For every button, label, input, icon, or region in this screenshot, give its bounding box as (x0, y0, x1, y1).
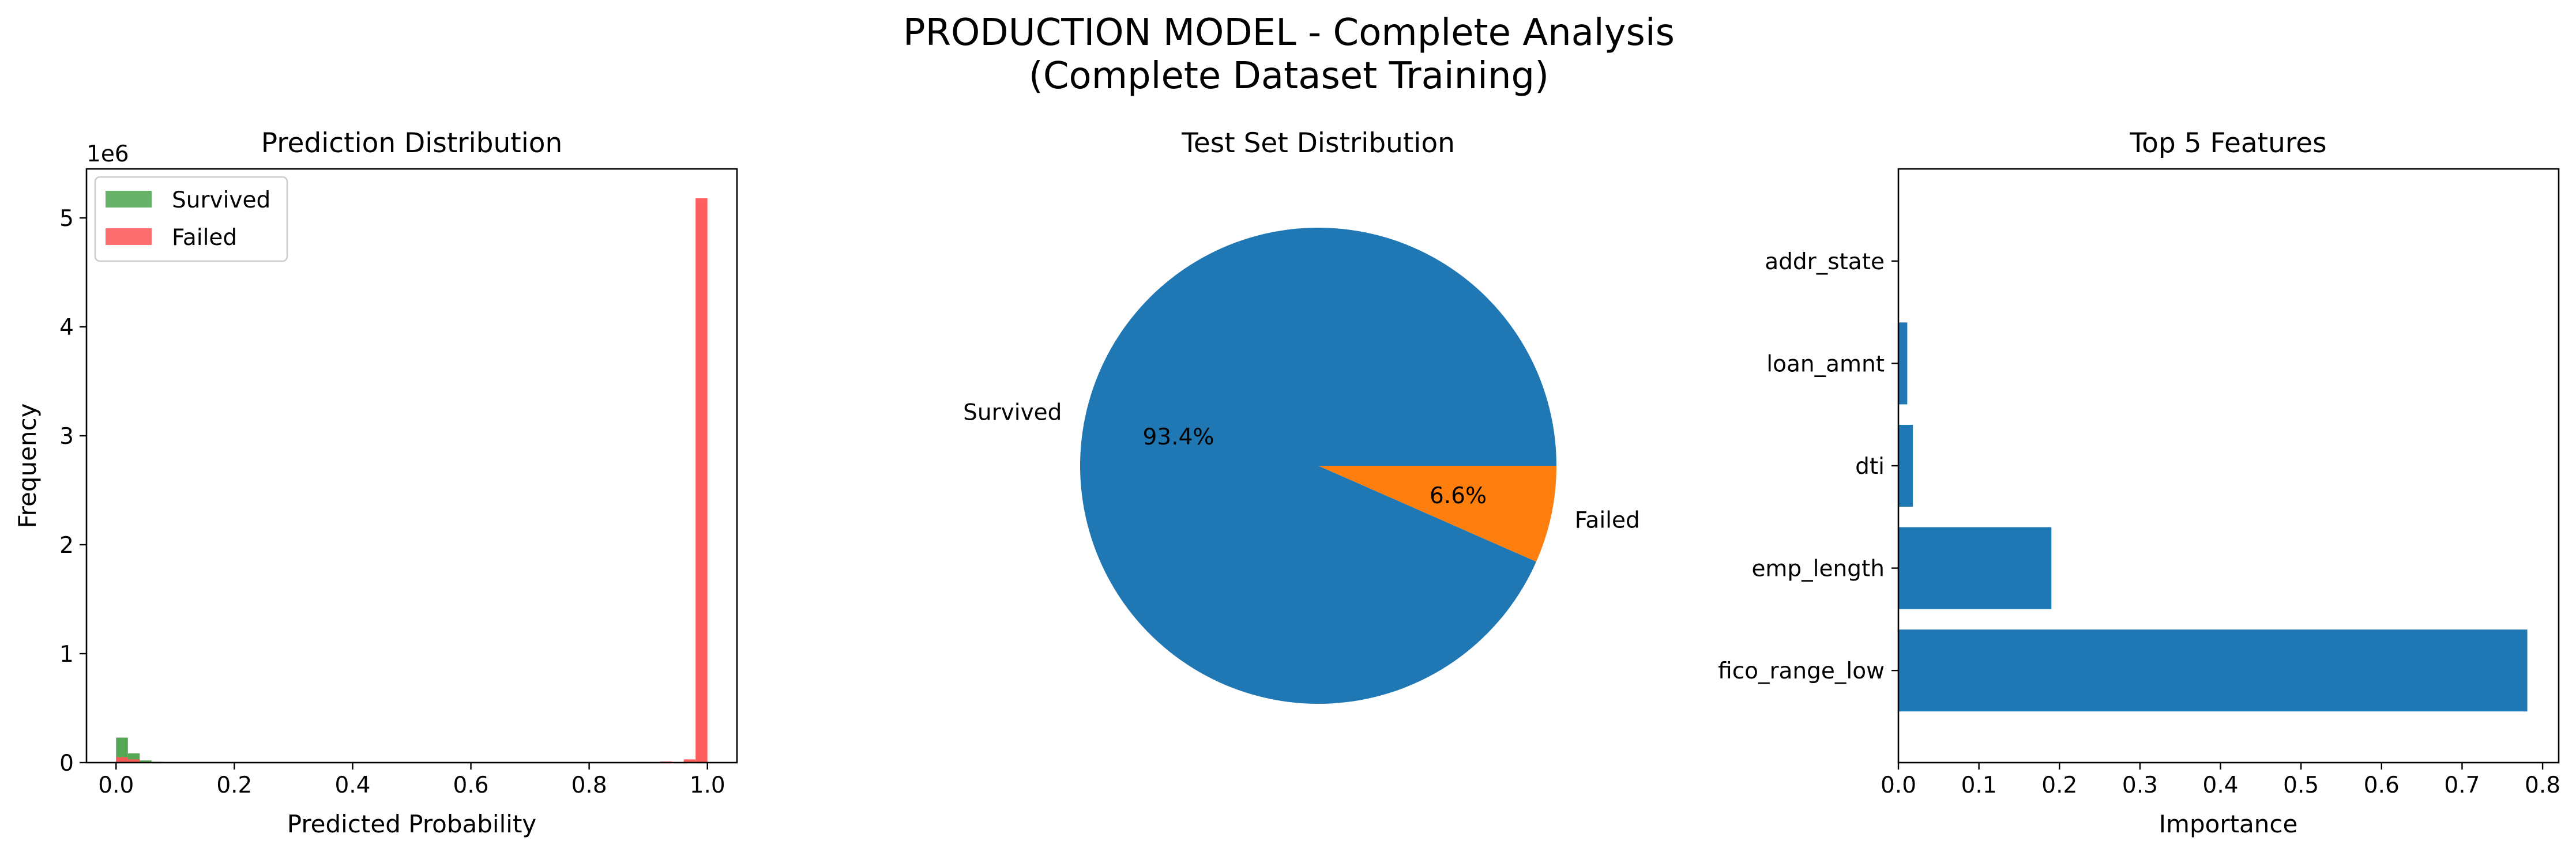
feature-bar-loan-amnt (1898, 322, 1908, 405)
pie-labels: Survived 93.4% Failed 6.6% (963, 399, 1640, 533)
feature-y-ticks: fico_range_low emp_length dti loan_amnt addr… (1718, 249, 1898, 684)
feature-bar-dti (1898, 424, 1913, 507)
histogram-bar-survived-2 (140, 760, 152, 763)
legend-label-failed: Failed (172, 225, 237, 251)
feature-x-tick-label: 0.8 (2525, 772, 2560, 798)
histogram-bar-failed-6 (683, 759, 696, 763)
histogram-y-tick-label: 1 (59, 642, 74, 668)
feature-chart-title: Top 5 Features (2129, 127, 2326, 159)
histogram-y-label: Frequency (13, 404, 42, 529)
feature-y-tick-label: loan_amnt (1766, 351, 1885, 377)
feature-x-tick-label: 0.4 (2203, 772, 2239, 798)
histogram-x-tick-label: 0.4 (334, 772, 370, 798)
histogram-y-tick-label: 3 (59, 424, 74, 450)
feature-y-tick-label: dti (1855, 454, 1885, 480)
feature-y-tick-label: addr_state (1765, 249, 1885, 275)
histogram-x-tick-label: 0.6 (453, 772, 489, 798)
histogram-x-ticks: 0.0 0.2 0.4 0.6 0.8 1.0 (98, 763, 725, 798)
histogram-x-tick-label: 0.2 (216, 772, 252, 798)
histogram-bar-failed-7 (695, 198, 708, 763)
histogram-x-label: Predicted Probability (287, 810, 537, 838)
feature-x-tick-label: 0.5 (2283, 772, 2319, 798)
feature-x-tick-label: 0.0 (1881, 772, 1916, 798)
histogram-legend: Survived Failed (94, 176, 288, 262)
histogram-y-tick-label: 5 (59, 206, 74, 232)
feature-bar-fico-range-low (1898, 629, 2528, 712)
histogram-y-tick-label: 0 (59, 751, 74, 776)
histogram-bar-failed-1 (127, 759, 140, 763)
feature-x-ticks: 0.0 0.1 0.2 0.3 0.4 0.5 0.6 0.7 0.8 (1881, 763, 2560, 798)
feature-y-tick-label: emp_length (1751, 556, 1885, 582)
legend-label-survived: Survived (172, 187, 270, 213)
histogram-x-tick-label: 0.0 (98, 772, 134, 798)
pie-chart: Test Set Distribution Survived 93.4% Faile… (963, 127, 1640, 704)
feature-bars (1898, 220, 2528, 712)
feature-x-tick-label: 0.6 (2364, 772, 2400, 798)
feature-y-tick-label: fico_range_low (1718, 658, 1885, 684)
legend-swatch-failed (106, 228, 152, 245)
pie-slice-survived (1080, 228, 1556, 704)
histogram-chart: Prediction Distribution 0.0 0.2 0.4 0.6 0.8 1… (13, 127, 738, 838)
legend-swatch-survived (106, 191, 152, 208)
feature-x-label: Importance (2159, 810, 2298, 838)
pie-label-failed: Failed (1575, 508, 1640, 534)
pie-slice-failed (1318, 466, 1556, 562)
histogram-y-tick-label: 2 (59, 533, 74, 559)
histogram-y-ticks: 0 1 2 3 4 5 (59, 206, 87, 776)
histogram-bars (116, 198, 708, 763)
histogram-title: Prediction Distribution (261, 127, 563, 159)
pie-label-survived: Survived (963, 399, 1062, 425)
pie-title: Test Set Distribution (1181, 127, 1455, 159)
histogram-x-tick-label: 1.0 (690, 772, 725, 798)
feature-x-tick-label: 0.3 (2122, 772, 2158, 798)
feature-bar-emp-length (1898, 527, 2052, 609)
figure-title-line2: (Complete Dataset Training) (1029, 55, 1549, 97)
figure-title-line1: PRODUCTION MODEL - Complete Analysis (903, 12, 1675, 54)
histogram-y-scale: 1e6 (87, 141, 129, 167)
pie-percent-failed: 6.6% (1430, 483, 1487, 509)
histogram-frame (85, 168, 738, 764)
feature-x-tick-label: 0.2 (2041, 772, 2077, 798)
pie-percent-survived: 93.4% (1143, 424, 1214, 450)
histogram-x-tick-label: 0.8 (571, 772, 607, 798)
pie-slices (1080, 228, 1556, 704)
histogram-y-tick-label: 4 (59, 315, 74, 341)
histogram-bar-failed-0 (116, 757, 128, 763)
feature-importance-chart: Top 5 Features 0.0 0.1 0.2 0.3 0.4 0.5 0.6 0.7 0… (1718, 127, 2560, 838)
feature-x-tick-label: 0.7 (2444, 772, 2480, 798)
feature-x-tick-label: 0.1 (1961, 772, 1997, 798)
histogram-bar-survived-0 (116, 737, 128, 763)
